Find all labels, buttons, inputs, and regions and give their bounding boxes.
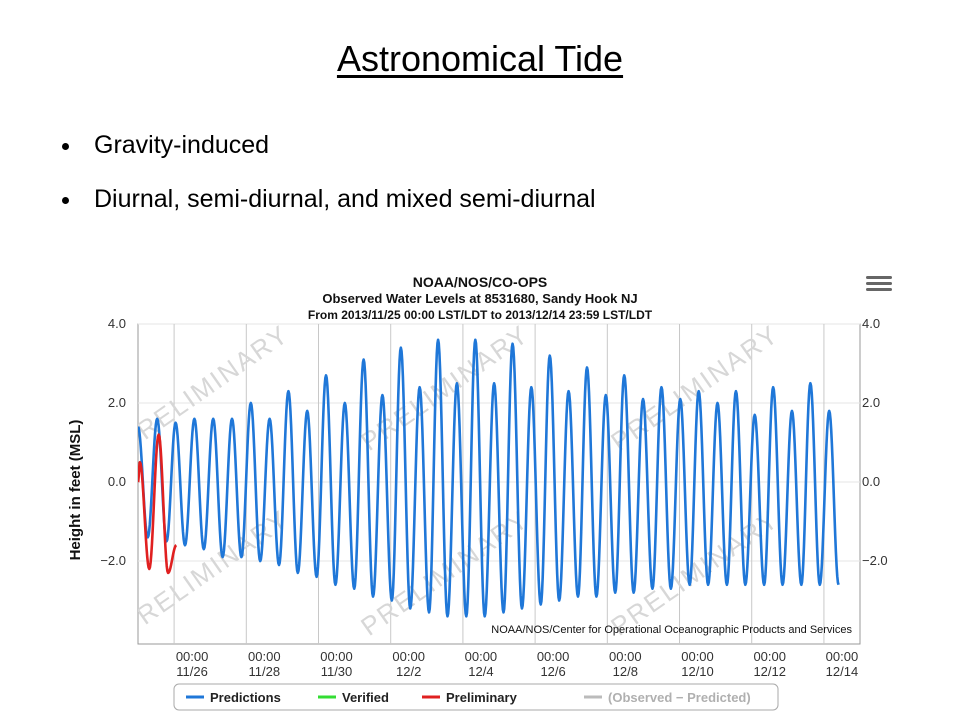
watermark-text: PRELIMINARY [115, 504, 294, 642]
x-tick-label-date: 12/10 [681, 664, 714, 679]
y-tick-label-right: 2.0 [862, 395, 880, 410]
bullet-dot-icon [62, 197, 69, 204]
bullet-text: Gravity-induced [94, 131, 270, 159]
x-tick-label-date: 12/12 [753, 664, 786, 679]
x-tick-label-date: 11/28 [249, 664, 281, 679]
chart-menu-button[interactable] [866, 276, 892, 294]
chart-title: NOAA/NOS/CO-OPS [413, 274, 548, 290]
series-line-predictions [138, 338, 840, 618]
x-tick-label-time: 00:00 [826, 649, 859, 664]
x-tick-label-date: 11/26 [176, 664, 208, 679]
bullet-list: Gravity-induced Diurnal, semi-diurnal, a… [62, 126, 596, 234]
x-tick-label-date: 12/2 [396, 664, 421, 679]
legend-box [173, 683, 779, 711]
x-tick-label-time: 00:00 [176, 649, 209, 664]
legend-item[interactable]: (Observed − Predicted) [608, 690, 751, 705]
y-tick-label-left: 4.0 [108, 316, 126, 331]
x-tick-label-time: 00:00 [681, 649, 714, 664]
y-tick-label-left: 2.0 [108, 395, 126, 410]
x-tick-label-date: 12/14 [826, 664, 859, 679]
chart-subtitle: Observed Water Levels at 8531680, Sandy … [322, 291, 637, 306]
x-tick-label-date: 12/4 [468, 664, 493, 679]
x-tick-label-time: 00:00 [392, 649, 425, 664]
slide-title: Astronomical Tide [336, 38, 624, 79]
chart-subtitle-range: From 2013/11/25 00:00 LST/LDT to 2013/12… [308, 308, 653, 322]
bullet-dot-icon [62, 143, 69, 150]
x-tick-label-time: 00:00 [609, 649, 642, 664]
x-tick-label-time: 00:00 [320, 649, 353, 664]
x-tick-label-time: 00:00 [465, 649, 498, 664]
x-tick-label-time: 00:00 [248, 649, 281, 664]
x-tick-label-date: 12/8 [613, 664, 638, 679]
y-tick-label-right: 4.0 [862, 316, 880, 331]
y-axis-label: Height in feet (MSL) [67, 420, 84, 561]
chart-credit: NOAA/NOS/Center for Operational Oceanogr… [491, 624, 852, 636]
series-line-preliminary [138, 433, 178, 575]
legend-item[interactable]: Verified [342, 690, 389, 705]
bullet-text: Diurnal, semi-diurnal, and mixed semi-di… [94, 185, 596, 213]
bullet-item: Diurnal, semi-diurnal, and mixed semi-di… [62, 180, 596, 234]
x-tick-label-date: 12/6 [540, 664, 565, 679]
legend-item[interactable]: Predictions [210, 690, 281, 705]
watermark-text: PRELIMINARY [355, 319, 534, 457]
legend-item[interactable]: Preliminary [446, 690, 518, 705]
x-tick-label-time: 00:00 [537, 649, 570, 664]
y-tick-label-left: 0.0 [108, 474, 126, 489]
menu-line [866, 276, 892, 279]
y-tick-label-right: −2.0 [862, 553, 888, 568]
x-tick-label-date: 11/30 [321, 664, 353, 679]
menu-line [866, 282, 892, 285]
y-tick-label-left: −2.0 [100, 553, 126, 568]
menu-line [866, 288, 892, 291]
y-tick-label-right: 0.0 [862, 474, 880, 489]
bullet-item: Gravity-induced [62, 126, 596, 180]
x-tick-label-time: 00:00 [753, 649, 786, 664]
